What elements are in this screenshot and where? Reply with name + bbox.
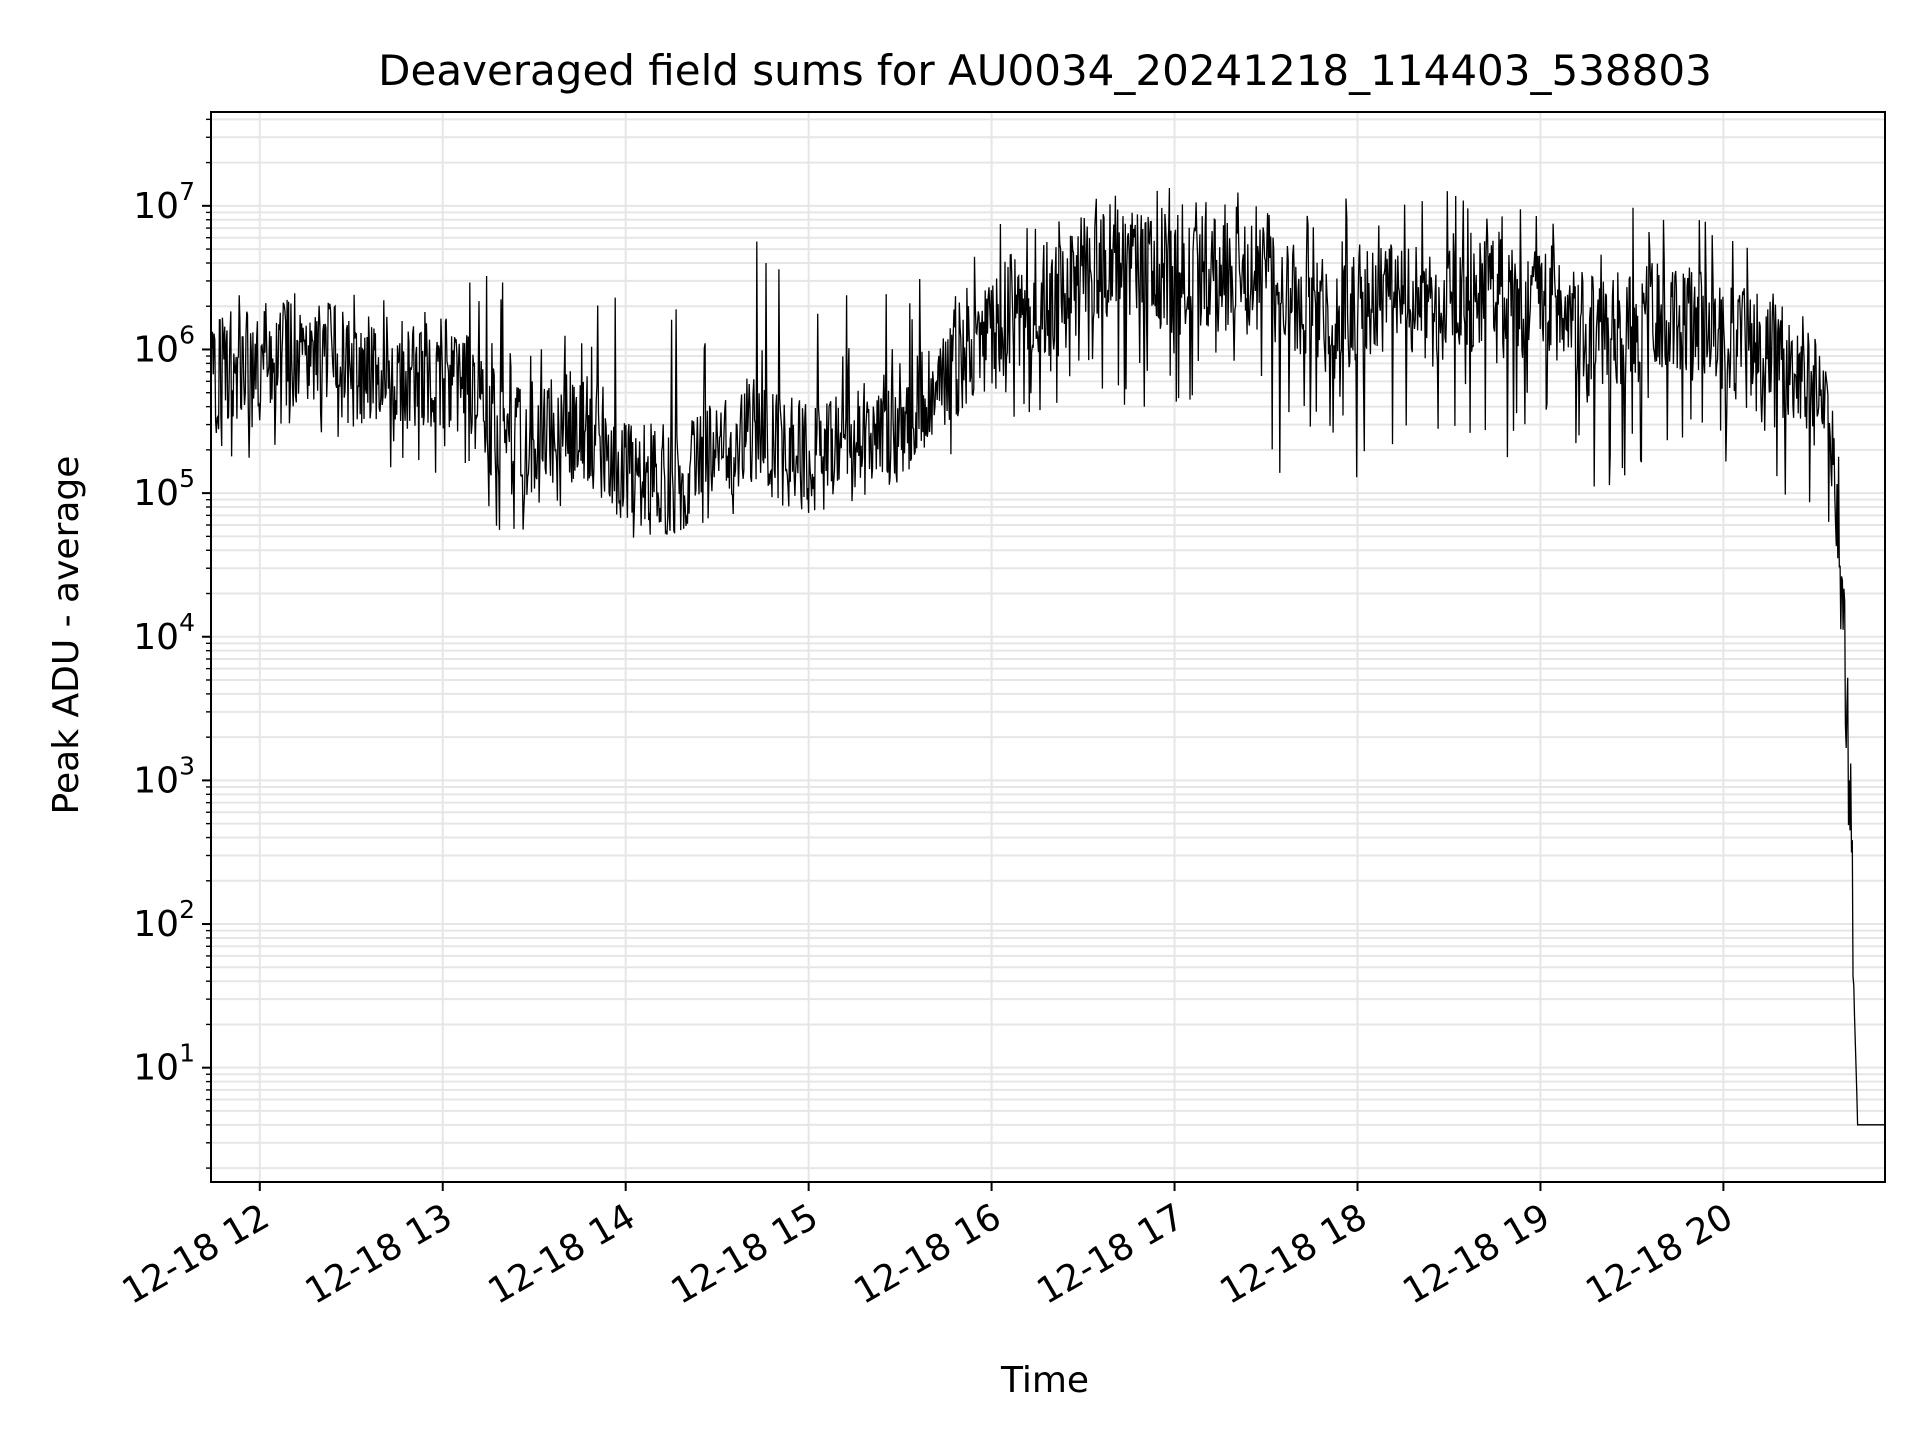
data-layer xyxy=(210,187,1885,1126)
plot-frame xyxy=(210,111,1886,1183)
chart-title: Deaveraged field sums for AU0034_2024121… xyxy=(378,46,1712,95)
y-tick-label: 104 xyxy=(133,608,195,658)
series-line xyxy=(210,187,1885,1126)
grid xyxy=(211,112,1885,1182)
y-tick-label: 107 xyxy=(133,177,195,227)
y-tick-label: 105 xyxy=(133,464,195,514)
y-tick-label: 102 xyxy=(133,895,195,945)
x-axis-label: Time xyxy=(1000,1360,1089,1401)
y-axis-label: Peak ADU - average xyxy=(46,456,87,815)
y-tick-label: 106 xyxy=(133,320,195,370)
y-tick-label: 103 xyxy=(133,751,195,801)
y-tick-label: 101 xyxy=(133,1039,195,1089)
